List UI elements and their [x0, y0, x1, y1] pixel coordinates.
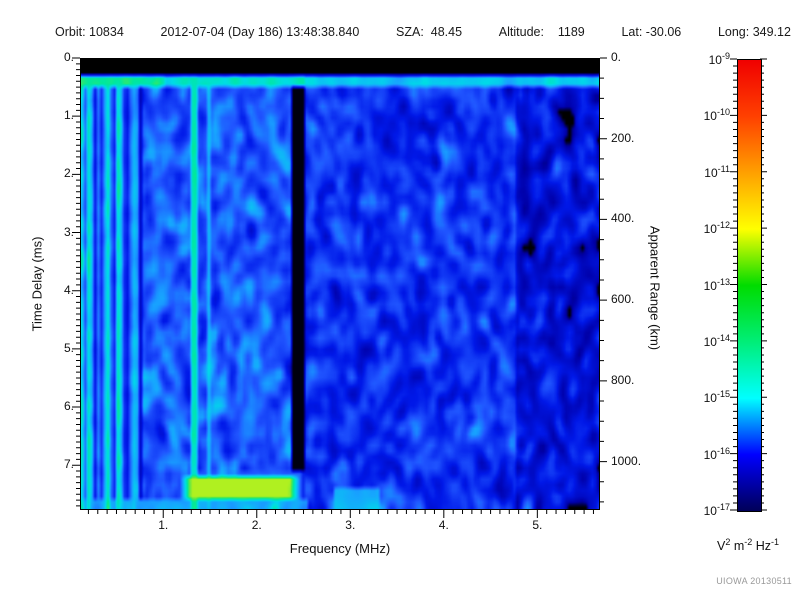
header-orbit: Orbit: 10834	[55, 25, 124, 39]
header-altitude: Altitude: 1189	[498, 25, 585, 39]
y-left-tick-label: 0.	[63, 50, 74, 64]
header-datetime: 2012-07-04 (Day 186) 13:48:38.840	[160, 25, 360, 39]
y-right-tick-label: 200.	[611, 130, 635, 145]
y-left-tick-label: 4.	[63, 282, 74, 297]
watermark-text: UIOWA 20130511	[716, 576, 792, 586]
header-longitude: Long: 349.12	[717, 25, 791, 39]
header-latitude: Lat: -30.06	[621, 25, 682, 39]
colorbar-gradient	[737, 59, 762, 512]
x-axis-title: Frequency (MHz)	[289, 541, 391, 556]
colorbar-tick-label: 10-12	[703, 220, 730, 237]
y-right-tick-label: 600.	[611, 292, 635, 307]
y-left-tick-label: 7.	[63, 457, 74, 472]
x-tick-label: 2.	[251, 518, 262, 532]
colorbar-tick-label: 10-10	[703, 107, 730, 124]
y-left-tick-label: 3.	[63, 224, 74, 239]
colorbar-tick-label: 10-13	[703, 276, 730, 293]
colorbar-tick-label: 10-17	[703, 502, 730, 518]
y-left-tick-label: 6.	[63, 399, 74, 414]
colorbar-tick-label: 10-15	[703, 389, 730, 406]
ionogram-heatmap-canvas	[80, 58, 600, 510]
x-tick-label: 4.	[438, 518, 449, 532]
colorbar-tick-label: 10-11	[704, 163, 730, 180]
x-tick-label: 1.	[158, 518, 169, 532]
y-left-tick-label: 1.	[63, 108, 74, 123]
y-right-tick-label: 800.	[611, 372, 635, 387]
header-metadata: Orbit: 10834 2012-07-04 (Day 186) 13:48:…	[55, 25, 791, 39]
x-tick-label: 5.	[532, 518, 543, 532]
y-right-tick-label: 1000.	[611, 453, 642, 468]
y-left-tick-label: 5.	[63, 340, 74, 355]
y-right-tick-label: 0.	[611, 50, 622, 64]
header-sza: SZA: 48.45	[396, 25, 463, 39]
y-right-tick-label: 400.	[611, 211, 635, 226]
colorbar-tick-label: 10-14	[703, 332, 730, 349]
y-left-tick-label: 2.	[63, 166, 74, 181]
colorbar-tick-label: 10-9	[708, 51, 730, 67]
colorbar-unit-label: V2 m-2 Hz-1	[716, 537, 780, 554]
colorbar-tick-label: 10-16	[703, 445, 730, 462]
x-tick-label: 3.	[345, 518, 356, 532]
